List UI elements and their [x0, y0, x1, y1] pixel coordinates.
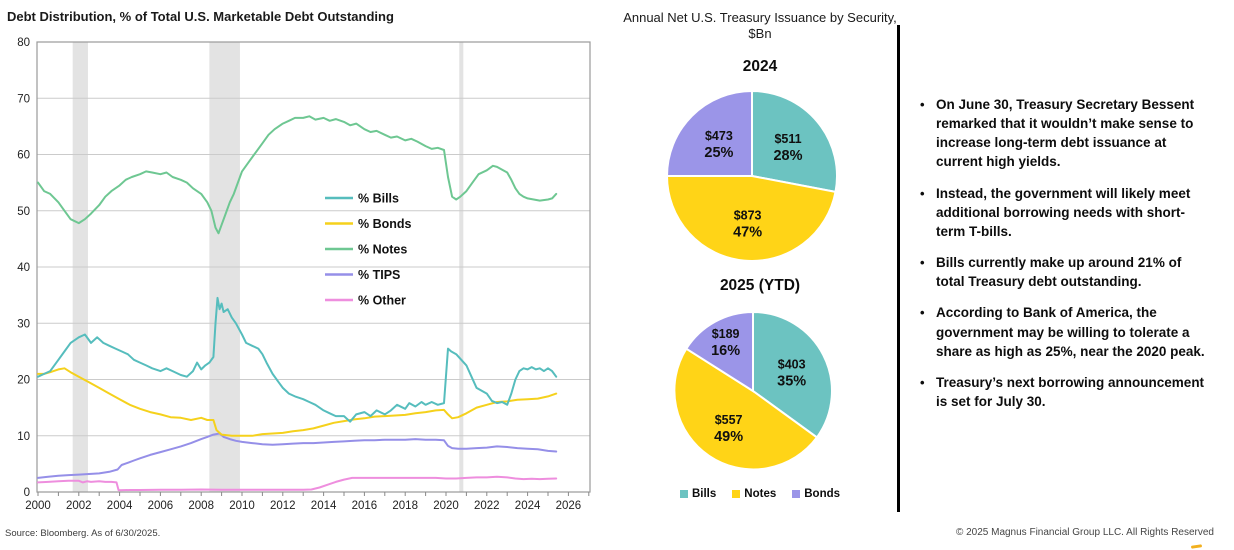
- x-tick-label: 2024: [515, 500, 541, 512]
- bullet-marker: •: [920, 185, 925, 201]
- x-tick-label: 2012: [270, 500, 296, 512]
- legend-label: % Other: [358, 294, 406, 308]
- commentary-bullets: • On June 30, Treasury Secretary Bessent …: [920, 95, 1212, 423]
- bullet-marker: •: [920, 97, 925, 112]
- bullet-text: Bills currently make up around 21% of to…: [936, 255, 1182, 290]
- legend-label: % Bills: [358, 192, 399, 206]
- x-tick-label: 2004: [107, 500, 133, 512]
- pie-legend-item-notes: Notes: [732, 488, 776, 500]
- legend-label: % TIPS: [358, 268, 400, 282]
- y-tick-label: 30: [17, 318, 30, 330]
- x-tick-label: 2002: [66, 500, 92, 512]
- pie-slice-label: $403 35%: [777, 357, 806, 389]
- pie-slice-notes: [665, 175, 837, 262]
- x-tick-label: 2026: [556, 500, 582, 512]
- legend-swatch: [732, 490, 741, 498]
- section-divider: [897, 25, 900, 512]
- series-line-other: [37, 475, 558, 492]
- bullet-text: On June 30, Treasury Secretary Bessent r…: [936, 97, 1195, 170]
- pie-slice-label: $473 25%: [704, 129, 733, 161]
- legend-label: Bonds: [804, 488, 841, 500]
- pie-section: Annual Net U.S. Treasury Issuance by Sec…: [620, 0, 900, 550]
- line-chart: 0 10 20 30 40 50 60 70 80 2000 2002 2004 2006 2008 201…: [17, 37, 591, 512]
- y-tick-label: 60: [17, 150, 30, 162]
- bullet-item: • Instead, the government will likely mee…: [920, 184, 1212, 241]
- x-tick-label: 2022: [474, 500, 500, 512]
- bullet-text: Instead, the government will likely meet…: [936, 185, 1191, 239]
- pie-slice-bills: [752, 310, 833, 439]
- series-line-tips: [37, 432, 558, 479]
- pie-legend: Bills Notes Bonds: [620, 488, 900, 500]
- bullet-item: • On June 30, Treasury Secretary Bessent …: [920, 95, 1212, 172]
- bullet-text: Treasury’s next borrowing announcement i…: [936, 374, 1205, 410]
- bullet-item: • Treasury’s next borrowing announcement …: [920, 373, 1212, 411]
- x-tick-label: 2008: [188, 500, 214, 512]
- y-tick-label: 50: [17, 206, 30, 218]
- bullet-marker: •: [920, 305, 925, 321]
- y-tick-label: 10: [17, 431, 30, 443]
- pie-2025-ytd-title: 2025 (YTD): [719, 277, 801, 294]
- bullet-item: • Bills currently make up around 21% of t…: [920, 253, 1212, 291]
- legend-label: % Bonds: [358, 217, 412, 231]
- x-tick-label: 2010: [229, 500, 255, 512]
- x-tick-label: 2020: [433, 500, 459, 512]
- pie-slice-bonds: [665, 89, 753, 177]
- pie-2024-title: 2024: [742, 58, 778, 75]
- y-tick-label: 0: [24, 487, 30, 499]
- y-tick-label: 70: [17, 93, 30, 105]
- pie-section-title: Annual Net U.S. Treasury Issuance by Sec…: [623, 10, 897, 42]
- pie-legend-item-bills: Bills: [679, 488, 717, 500]
- bullet-item: • According to Bank of America, the gover…: [920, 303, 1212, 360]
- legend-swatch: [792, 490, 801, 498]
- x-tick-label: 2000: [25, 500, 51, 512]
- bullet-marker: •: [920, 255, 925, 271]
- line-chart-title: Debt Distribution, % of Total U.S. Marke…: [7, 9, 394, 24]
- legend-label: % Notes: [358, 243, 407, 257]
- series-line-bills: [37, 296, 558, 423]
- y-tick-label: 20: [17, 375, 30, 387]
- x-tick-label: 2016: [352, 500, 378, 512]
- plot-border: [36, 41, 591, 493]
- legend-swatch: [679, 490, 688, 498]
- series-line-notes: [37, 115, 558, 235]
- logo-mark: [1190, 544, 1203, 549]
- pie-charts: $511 28% $873 47% $473 25% $403 35% $557 49% $189 1…: [665, 89, 838, 471]
- y-tick-label: 40: [17, 262, 30, 274]
- legend-label: Bills: [691, 488, 717, 500]
- copyright: © 2025 Magnus Financial Group LLC. All R…: [955, 527, 1214, 538]
- x-tick-label: 2018: [392, 500, 418, 512]
- pie-slice-label: $189 16%: [711, 327, 740, 359]
- x-tick-label: 2014: [311, 500, 337, 512]
- pie-slice-label: $511 28%: [773, 132, 802, 164]
- series-line-bonds: [37, 367, 558, 437]
- pie-slice-label: $873 47%: [733, 209, 762, 241]
- bullet-text: According to Bank of America, the govern…: [936, 305, 1205, 359]
- pie-legend-item-bonds: Bonds: [792, 488, 840, 500]
- pie-slice-bills: [751, 89, 838, 194]
- pie-slice-notes: [673, 347, 819, 471]
- legend-label: Notes: [744, 488, 777, 500]
- source-note: Source: Bloomberg. As of 6/30/2025.: [5, 528, 161, 539]
- bullet-marker: •: [920, 374, 925, 390]
- x-tick-label: 2006: [148, 500, 174, 512]
- pie-slice-bonds: [684, 310, 754, 393]
- pie-slice-label: $557 49%: [714, 413, 743, 445]
- y-tick-label: 80: [17, 37, 30, 49]
